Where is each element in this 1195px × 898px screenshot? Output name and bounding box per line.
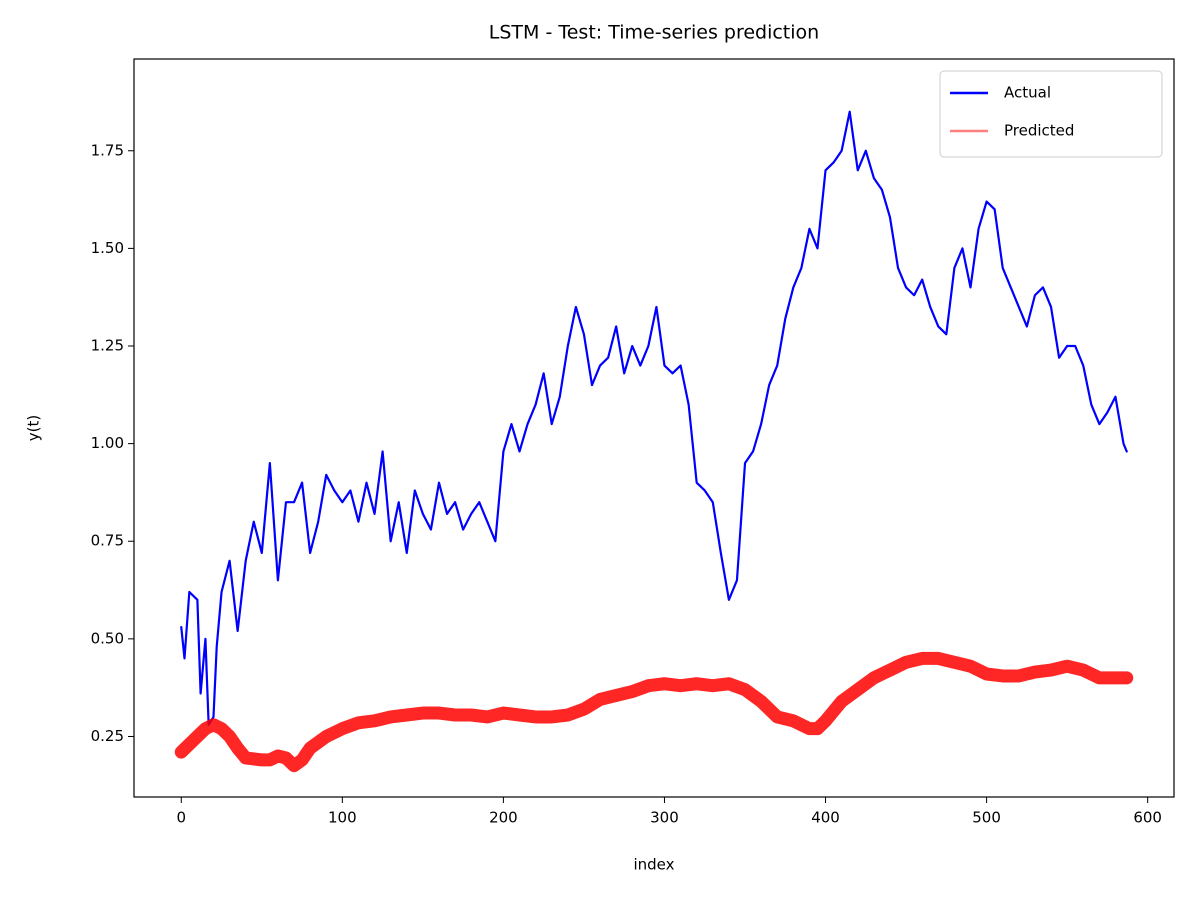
x-tick-label: 600 — [1133, 809, 1162, 827]
series-line — [180, 110, 1128, 726]
y-tick-label: 0.50 — [91, 629, 124, 647]
x-axis-label: index — [633, 856, 674, 874]
plot-frame — [133, 58, 1175, 798]
x-tick-label: 300 — [650, 809, 679, 827]
x-tick-label: 0 — [176, 809, 186, 827]
series-line — [174, 651, 1134, 773]
legend-label: Predicted — [1004, 122, 1074, 140]
y-axis-label: y(t) — [25, 415, 43, 441]
y-tick-label: 1.00 — [91, 434, 124, 452]
y-tick-label: 1.75 — [91, 141, 124, 159]
x-tick-label: 500 — [972, 809, 1001, 827]
legend-label: Actual — [1004, 84, 1051, 102]
x-tick-label: 400 — [811, 809, 840, 827]
x-tick-label: 200 — [489, 809, 518, 827]
y-tick-label: 1.50 — [91, 239, 124, 257]
y-tick-label: 1.25 — [91, 337, 124, 355]
chart-title: LSTM - Test: Time-series prediction — [489, 22, 819, 44]
y-tick-label: 0.75 — [91, 532, 124, 550]
y-tick-label: 0.25 — [91, 727, 124, 745]
legend-box — [939, 70, 1163, 158]
x-tick-label: 100 — [328, 809, 357, 827]
